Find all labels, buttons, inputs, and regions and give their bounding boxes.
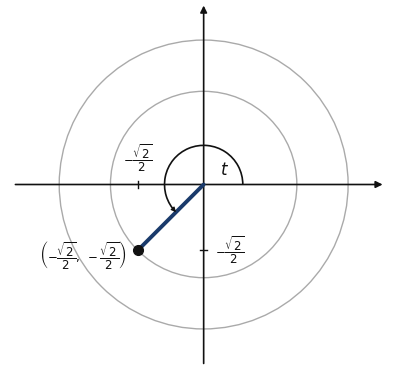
Text: $-\dfrac{\sqrt{2}}{2}$: $-\dfrac{\sqrt{2}}{2}$: [215, 235, 244, 266]
Text: $-\dfrac{\sqrt{2}}{2}$: $-\dfrac{\sqrt{2}}{2}$: [123, 143, 152, 174]
Text: $t$: $t$: [220, 161, 229, 179]
Text: $\left(-\dfrac{\sqrt{2}}{2},\ -\dfrac{\sqrt{2}}{2}\right)$: $\left(-\dfrac{\sqrt{2}}{2},\ -\dfrac{\s…: [39, 239, 127, 271]
